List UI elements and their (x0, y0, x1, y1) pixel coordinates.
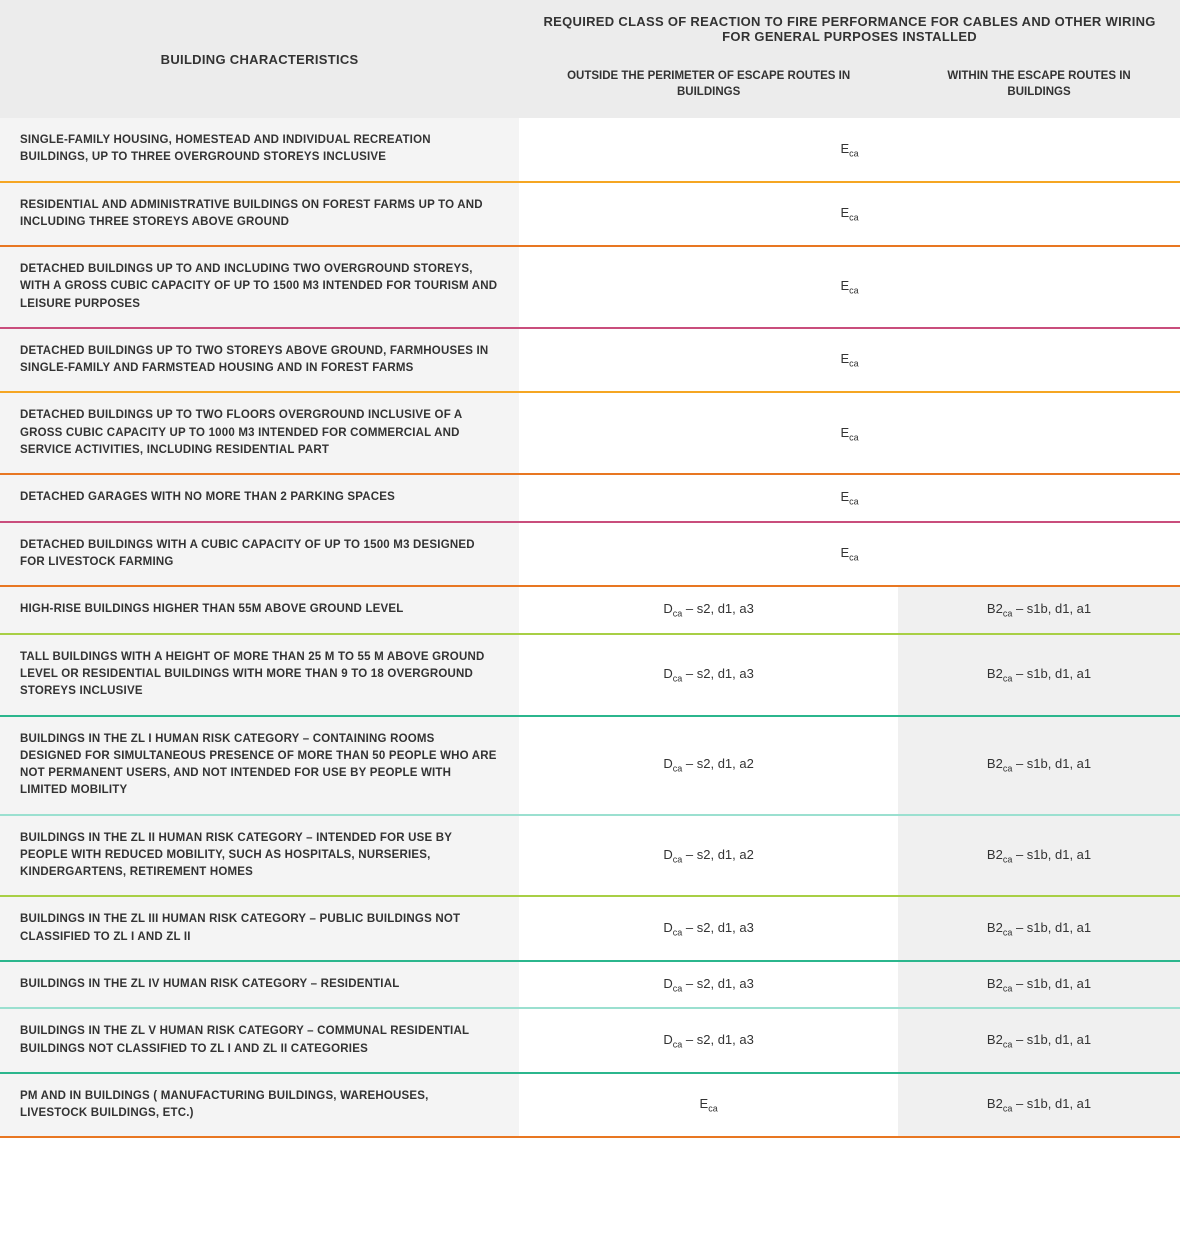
table-row: BUILDINGS IN THE ZL IV HUMAN RISK CATEGO… (0, 961, 1180, 1009)
row-description: DETACHED GARAGES WITH NO MORE THAN 2 PAR… (0, 474, 519, 522)
row-value-merged: Eca (519, 328, 1180, 393)
row-value-outside: Dca – s2, d1, a2 (519, 815, 898, 897)
table-row: DETACHED BUILDINGS WITH A CUBIC CAPACITY… (0, 522, 1180, 587)
table-row: RESIDENTIAL AND ADMINISTRATIVE BUILDINGS… (0, 182, 1180, 247)
row-value-within: B2ca – s1b, d1, a1 (898, 1073, 1180, 1138)
row-description: DETACHED BUILDINGS UP TO AND INCLUDING T… (0, 246, 519, 328)
table-row: HIGH-RISE BUILDINGS HIGHER THAN 55M ABOV… (0, 586, 1180, 634)
row-value-within: B2ca – s1b, d1, a1 (898, 586, 1180, 634)
table-row: BUILDINGS IN THE ZL V HUMAN RISK CATEGOR… (0, 1008, 1180, 1073)
row-value-merged: Eca (519, 246, 1180, 328)
row-value-outside: Dca – s2, d1, a3 (519, 1008, 898, 1073)
table-row: TALL BUILDINGS WITH A HEIGHT OF MORE THA… (0, 634, 1180, 716)
row-description: HIGH-RISE BUILDINGS HIGHER THAN 55M ABOV… (0, 586, 519, 634)
row-description: BUILDINGS IN THE ZL IV HUMAN RISK CATEGO… (0, 961, 519, 1009)
table-row: DETACHED BUILDINGS UP TO TWO FLOORS OVER… (0, 392, 1180, 474)
subheader-within: WITHIN THE ESCAPE ROUTES IN BUILDINGS (898, 58, 1180, 118)
table-row: PM AND IN BUILDINGS ( MANUFACTURING BUIL… (0, 1073, 1180, 1138)
row-value-within: B2ca – s1b, d1, a1 (898, 815, 1180, 897)
row-description: DETACHED BUILDINGS WITH A CUBIC CAPACITY… (0, 522, 519, 587)
row-value-merged: Eca (519, 474, 1180, 522)
row-description: BUILDINGS IN THE ZL I HUMAN RISK CATEGOR… (0, 716, 519, 815)
table-body: SINGLE-FAMILY HOUSING, HOMESTEAD AND IND… (0, 118, 1180, 1137)
row-description: RESIDENTIAL AND ADMINISTRATIVE BUILDINGS… (0, 182, 519, 247)
row-value-outside: Eca (519, 1073, 898, 1138)
row-value-within: B2ca – s1b, d1, a1 (898, 634, 1180, 716)
row-value-within: B2ca – s1b, d1, a1 (898, 896, 1180, 961)
row-value-within: B2ca – s1b, d1, a1 (898, 1008, 1180, 1073)
header-required-class: REQUIRED CLASS OF REACTION TO FIRE PERFO… (519, 0, 1180, 58)
row-description: DETACHED BUILDINGS UP TO TWO STOREYS ABO… (0, 328, 519, 393)
header-row-1: BUILDING CHARACTERISTICS REQUIRED CLASS … (0, 0, 1180, 58)
row-value-outside: Dca – s2, d1, a2 (519, 716, 898, 815)
row-value-merged: Eca (519, 392, 1180, 474)
header-building: BUILDING CHARACTERISTICS (0, 0, 519, 118)
table-row: SINGLE-FAMILY HOUSING, HOMESTEAD AND IND… (0, 118, 1180, 182)
row-description: SINGLE-FAMILY HOUSING, HOMESTEAD AND IND… (0, 118, 519, 182)
row-value-outside: Dca – s2, d1, a3 (519, 896, 898, 961)
row-value-merged: Eca (519, 522, 1180, 587)
table-row: BUILDINGS IN THE ZL II HUMAN RISK CATEGO… (0, 815, 1180, 897)
table-row: DETACHED BUILDINGS UP TO AND INCLUDING T… (0, 246, 1180, 328)
row-description: PM AND IN BUILDINGS ( MANUFACTURING BUIL… (0, 1073, 519, 1138)
table-row: DETACHED BUILDINGS UP TO TWO STOREYS ABO… (0, 328, 1180, 393)
row-value-merged: Eca (519, 182, 1180, 247)
row-value-outside: Dca – s2, d1, a3 (519, 961, 898, 1009)
table-row: DETACHED GARAGES WITH NO MORE THAN 2 PAR… (0, 474, 1180, 522)
row-value-outside: Dca – s2, d1, a3 (519, 586, 898, 634)
subheader-outside: OUTSIDE THE PERIMETER OF ESCAPE ROUTES I… (519, 58, 898, 118)
row-value-merged: Eca (519, 118, 1180, 182)
row-description: BUILDINGS IN THE ZL V HUMAN RISK CATEGOR… (0, 1008, 519, 1073)
row-value-outside: Dca – s2, d1, a3 (519, 634, 898, 716)
row-description: BUILDINGS IN THE ZL III HUMAN RISK CATEG… (0, 896, 519, 961)
table-row: BUILDINGS IN THE ZL I HUMAN RISK CATEGOR… (0, 716, 1180, 815)
table-row: BUILDINGS IN THE ZL III HUMAN RISK CATEG… (0, 896, 1180, 961)
row-description: DETACHED BUILDINGS UP TO TWO FLOORS OVER… (0, 392, 519, 474)
row-description: BUILDINGS IN THE ZL II HUMAN RISK CATEGO… (0, 815, 519, 897)
row-value-within: B2ca – s1b, d1, a1 (898, 961, 1180, 1009)
row-value-within: B2ca – s1b, d1, a1 (898, 716, 1180, 815)
row-description: TALL BUILDINGS WITH A HEIGHT OF MORE THA… (0, 634, 519, 716)
fire-class-table: BUILDING CHARACTERISTICS REQUIRED CLASS … (0, 0, 1180, 1138)
